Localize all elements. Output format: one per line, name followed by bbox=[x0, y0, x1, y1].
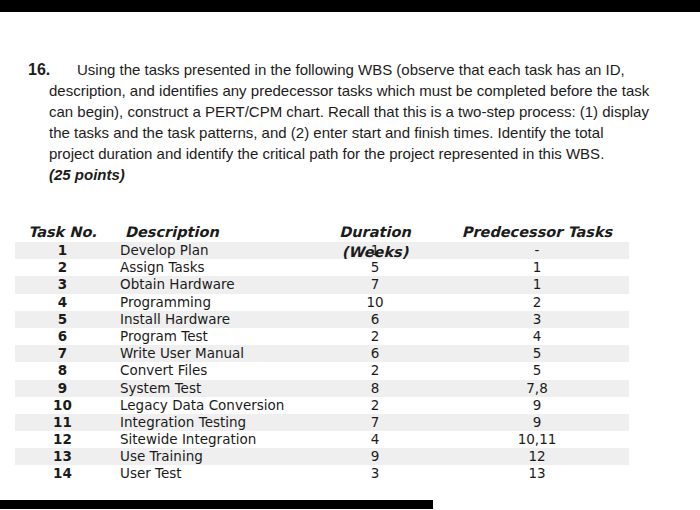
table-body: 1Develop Plan1-2Assign Tasks513Obtain Ha… bbox=[15, 242, 629, 483]
column-header-description: Description bbox=[110, 222, 305, 242]
table-row: 14User Test313 bbox=[15, 465, 629, 482]
cell-duration: 6 bbox=[305, 311, 445, 328]
cell-task-no: 4 bbox=[15, 294, 110, 311]
cell-task-no: 9 bbox=[15, 380, 110, 397]
table-row: 12Sitewide Integration410,11 bbox=[15, 431, 629, 448]
cell-description: Install Hardware bbox=[110, 311, 305, 328]
question-line: project duration and identify the critic… bbox=[28, 143, 678, 164]
cell-duration: 7 bbox=[305, 414, 445, 431]
cell-description: Legacy Data Conversion bbox=[110, 397, 305, 414]
cell-task-no: 2 bbox=[15, 259, 110, 276]
cell-duration: 1 bbox=[305, 242, 445, 259]
cell-duration: 10 bbox=[305, 294, 445, 311]
cell-predecessors: 2 bbox=[445, 294, 629, 311]
cell-predecessors: 13 bbox=[445, 465, 629, 482]
bottom-photo-edge-bar bbox=[0, 500, 433, 509]
cell-duration: 7 bbox=[305, 276, 445, 293]
cell-duration: 4 bbox=[305, 431, 445, 448]
cell-description: Convert Files bbox=[110, 362, 305, 379]
table-row: 2Assign Tasks51 bbox=[15, 259, 629, 276]
cell-task-no: 14 bbox=[15, 465, 110, 482]
cell-task-no: 5 bbox=[15, 311, 110, 328]
cell-task-no: 1 bbox=[15, 242, 110, 259]
table-row: 1Develop Plan1- bbox=[15, 242, 629, 259]
cell-description: Integration Testing bbox=[110, 414, 305, 431]
cell-duration: 3 bbox=[305, 465, 445, 482]
cell-predecessors: 12 bbox=[445, 448, 629, 465]
cell-duration: 2 bbox=[305, 328, 445, 345]
cell-duration: 8 bbox=[305, 380, 445, 397]
top-photo-edge-bar bbox=[0, 0, 700, 12]
cell-predecessors: 7,8 bbox=[445, 380, 629, 397]
cell-duration: 2 bbox=[305, 362, 445, 379]
cell-description: Programming bbox=[110, 294, 305, 311]
question-line: description, and identifies any predeces… bbox=[28, 80, 678, 101]
table-row: 9System Test87,8 bbox=[15, 380, 629, 397]
cell-predecessors: 4 bbox=[445, 328, 629, 345]
cell-predecessors: 9 bbox=[445, 414, 629, 431]
cell-duration: 6 bbox=[305, 345, 445, 362]
cell-predecessors: - bbox=[445, 242, 629, 259]
cell-description: Write User Manual bbox=[110, 345, 305, 362]
question-line: 16.Using the tasks presented in the foll… bbox=[28, 59, 678, 80]
cell-predecessors: 1 bbox=[445, 276, 629, 293]
cell-task-no: 3 bbox=[15, 276, 110, 293]
cell-duration: 9 bbox=[305, 448, 445, 465]
cell-task-no: 7 bbox=[15, 345, 110, 362]
table-row: 13Use Training912 bbox=[15, 448, 629, 465]
cell-description: System Test bbox=[110, 380, 305, 397]
cell-description: User Test bbox=[110, 465, 305, 482]
cell-predecessors: 9 bbox=[445, 397, 629, 414]
question-line: the tasks and the task patterns, and (2)… bbox=[28, 122, 678, 143]
column-header-task-no: Task No. bbox=[15, 222, 110, 242]
table-row: 5Install Hardware63 bbox=[15, 311, 629, 328]
cell-duration: 2 bbox=[305, 397, 445, 414]
question-block: 16.Using the tasks presented in the foll… bbox=[28, 59, 678, 185]
cell-task-no: 13 bbox=[15, 448, 110, 465]
question-line-text: Using the tasks presented in the followi… bbox=[77, 61, 625, 78]
cell-predecessors: 1 bbox=[445, 259, 629, 276]
cell-task-no: 12 bbox=[15, 431, 110, 448]
cell-predecessors: 5 bbox=[445, 362, 629, 379]
cell-task-no: 6 bbox=[15, 328, 110, 345]
column-header-duration: Duration (Weeks) bbox=[305, 222, 445, 242]
column-header-predecessors: Predecessor Tasks bbox=[445, 222, 629, 242]
cell-description: Program Test bbox=[110, 328, 305, 345]
table-row: 3Obtain Hardware71 bbox=[15, 276, 629, 293]
cell-description: Sitewide Integration bbox=[110, 431, 305, 448]
cell-description: Obtain Hardware bbox=[110, 276, 305, 293]
cell-task-no: 8 bbox=[15, 362, 110, 379]
table-row: 11Integration Testing79 bbox=[15, 414, 629, 431]
cell-description: Assign Tasks bbox=[110, 259, 305, 276]
table-row: 8Convert Files25 bbox=[15, 362, 629, 379]
question-points: (25 points) bbox=[28, 164, 678, 185]
cell-duration: 5 bbox=[305, 259, 445, 276]
cell-predecessors: 10,11 bbox=[445, 431, 629, 448]
document-page: 16.Using the tasks presented in the foll… bbox=[0, 0, 700, 510]
table-row: 6Program Test24 bbox=[15, 328, 629, 345]
cell-task-no: 10 bbox=[15, 397, 110, 414]
table-row: 10Legacy Data Conversion29 bbox=[15, 397, 629, 414]
cell-task-no: 11 bbox=[15, 414, 110, 431]
question-line: can begin), construct a PERT/CPM chart. … bbox=[28, 101, 678, 122]
wbs-table: Task No. Description Duration (Weeks) Pr… bbox=[15, 222, 629, 483]
cell-predecessors: 3 bbox=[445, 311, 629, 328]
cell-description: Develop Plan bbox=[110, 242, 305, 259]
table-row: 4Programming102 bbox=[15, 294, 629, 311]
question-number: 16. bbox=[28, 59, 77, 80]
table-row: 7Write User Manual65 bbox=[15, 345, 629, 362]
cell-description: Use Training bbox=[110, 448, 305, 465]
table-header-row: Task No. Description Duration (Weeks) Pr… bbox=[15, 222, 629, 242]
cell-predecessors: 5 bbox=[445, 345, 629, 362]
